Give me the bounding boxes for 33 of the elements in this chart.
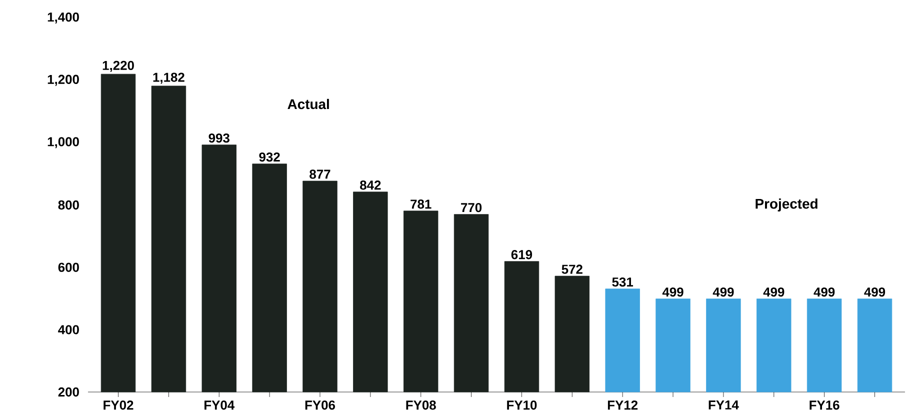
- data-label: 1,220: [102, 60, 134, 72]
- annotation: Projected: [756, 198, 818, 212]
- data-label: 499: [814, 287, 835, 297]
- data-label: 993: [208, 133, 230, 143]
- data-label: 932: [259, 152, 280, 162]
- x-tick-label: FY08: [406, 400, 436, 410]
- x-tick-label: FY16: [810, 400, 840, 410]
- data-label: 531: [612, 277, 634, 287]
- x-tick-label: FY06: [305, 400, 335, 410]
- data-label: 499: [662, 287, 684, 297]
- data-label: 770: [461, 202, 482, 212]
- y-tick-label: 1,200: [48, 74, 79, 86]
- y-tick-label: 200: [58, 387, 79, 397]
- data-label: 499: [712, 287, 734, 297]
- y-tick-label: 400: [58, 325, 79, 334]
- x-tick-label: FY10: [507, 400, 537, 410]
- data-label: 781: [410, 200, 432, 209]
- data-label: 842: [360, 180, 381, 190]
- data-label: 572: [562, 264, 582, 274]
- data-label: 619: [511, 250, 532, 260]
- y-tick-label: 1,000: [48, 137, 79, 148]
- y-tick-label: 1,400: [48, 12, 79, 24]
- data-label: 499: [864, 287, 886, 297]
- y-tick-label: 800: [58, 200, 79, 210]
- data-label: 499: [763, 287, 784, 297]
- annotation: Actual: [288, 98, 329, 110]
- x-tick-label: FY14: [708, 400, 739, 410]
- x-tick-label: FY04: [204, 400, 235, 410]
- data-label: 1,182: [153, 72, 184, 84]
- x-tick-label: FY12: [608, 400, 638, 410]
- data-label: 877: [310, 170, 330, 179]
- y-tick-label: 600: [58, 262, 79, 272]
- x-tick-label: FY02: [104, 400, 134, 410]
